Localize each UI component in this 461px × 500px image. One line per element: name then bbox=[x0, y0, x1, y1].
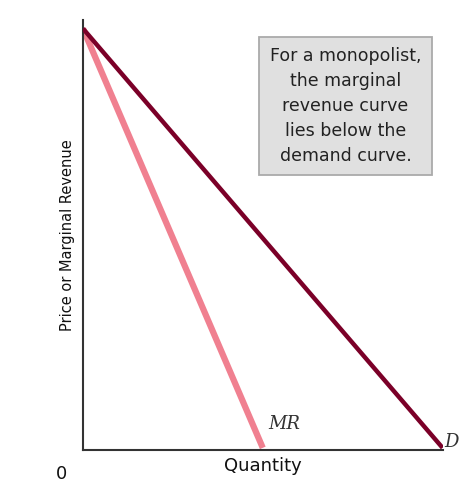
Text: 0: 0 bbox=[56, 464, 67, 482]
Text: D: D bbox=[444, 434, 459, 452]
X-axis label: Quantity: Quantity bbox=[224, 457, 301, 475]
Y-axis label: Price or Marginal Revenue: Price or Marginal Revenue bbox=[59, 139, 75, 331]
Text: MR: MR bbox=[268, 415, 300, 433]
Text: For a monopolist,
the marginal
revenue curve
lies below the
demand curve.: For a monopolist, the marginal revenue c… bbox=[270, 47, 421, 165]
